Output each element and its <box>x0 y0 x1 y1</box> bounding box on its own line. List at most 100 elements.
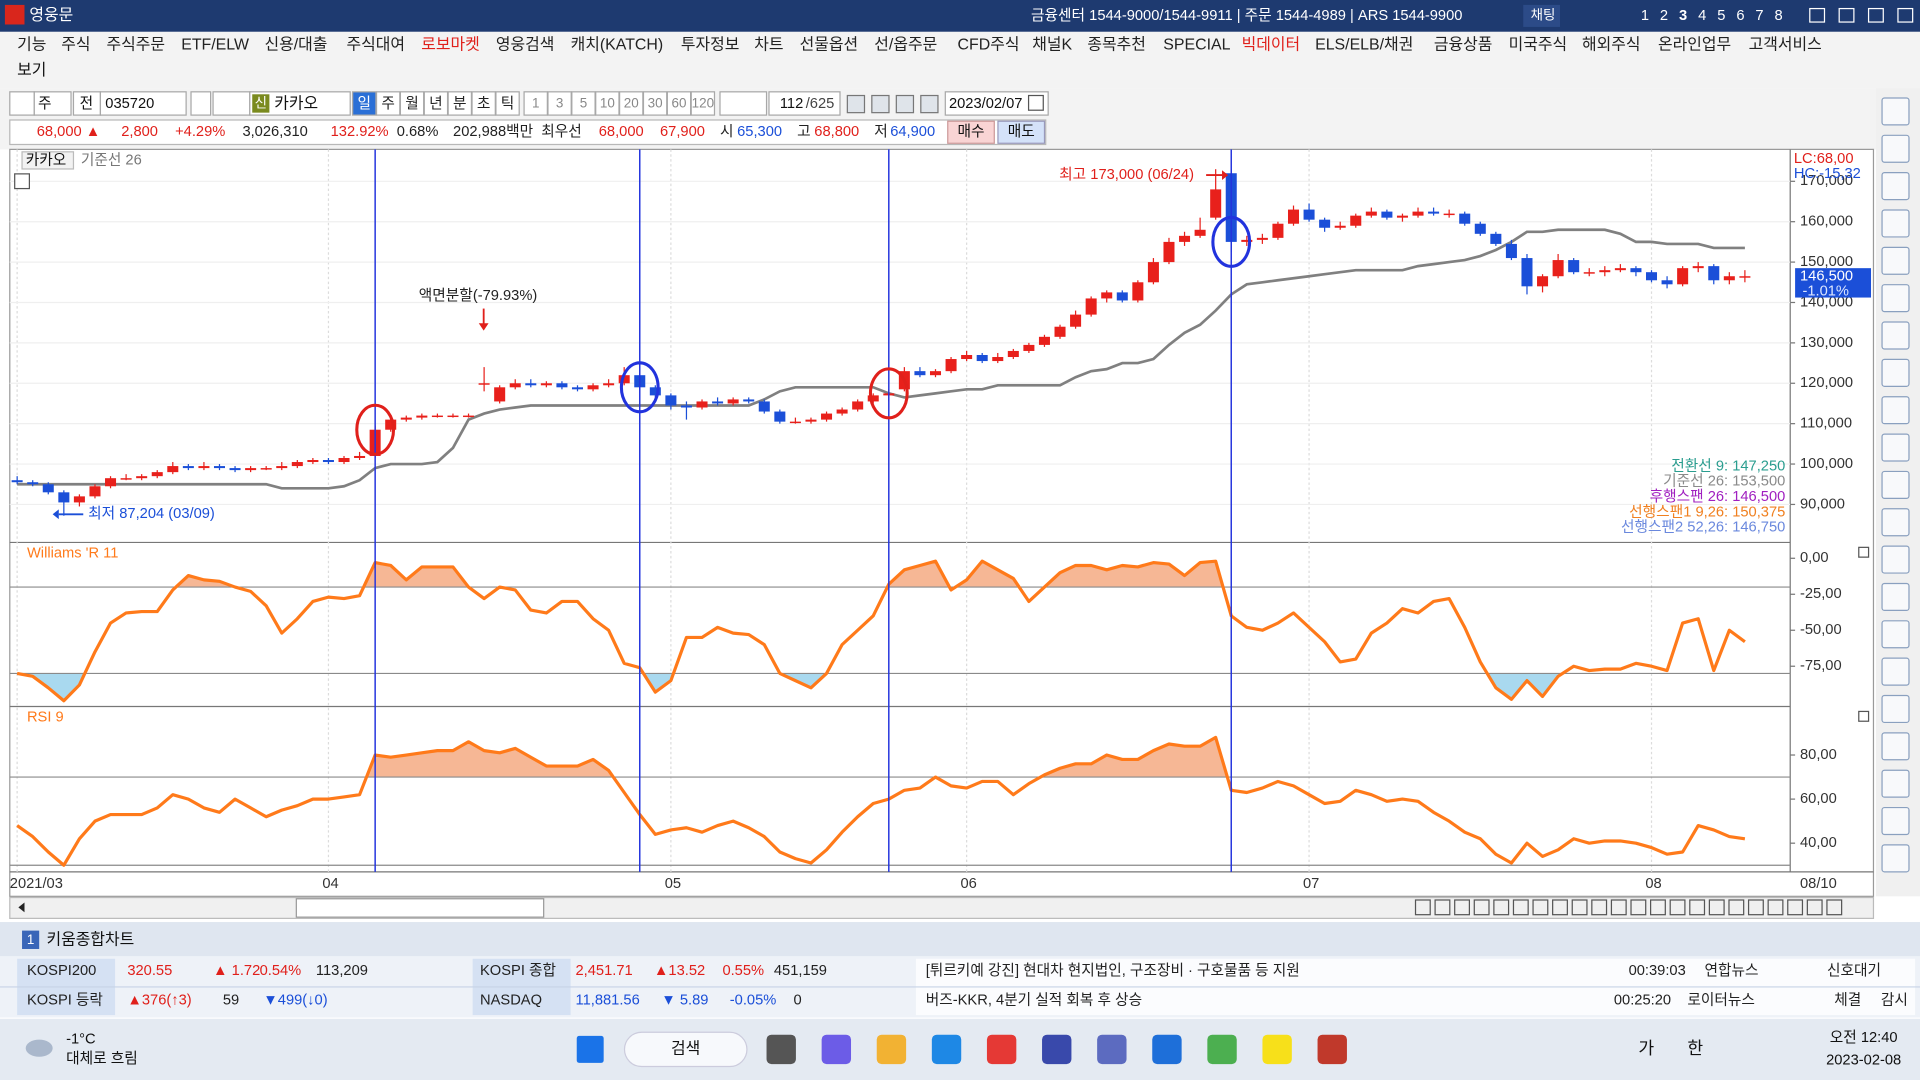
label[interactable]: 5 <box>580 96 587 111</box>
side-tool[interactable] <box>1881 284 1910 313</box>
menu-item[interactable]: 선물옵션 <box>800 36 859 54</box>
label[interactable]: 035720 <box>105 96 154 112</box>
label[interactable]: 1 <box>532 96 539 111</box>
menu-item[interactable]: 선/옵주문 <box>874 36 937 54</box>
menu-item[interactable]: 주식대여 <box>347 36 406 54</box>
side-tool[interactable] <box>1881 657 1910 686</box>
taskbar-app[interactable] <box>1042 1034 1072 1065</box>
chart-tool[interactable] <box>1650 899 1666 916</box>
scroll-thumb[interactable] <box>295 898 545 918</box>
menu-item[interactable]: 투자정보 <box>681 36 740 54</box>
side-tool[interactable] <box>1881 806 1910 836</box>
label[interactable]: 20 <box>624 96 639 111</box>
label[interactable]: 2 <box>1660 8 1668 24</box>
menu-item[interactable]: ELS/ELB/채권 <box>1315 36 1413 54</box>
menu-item[interactable]: 해외주식 <box>1582 36 1641 54</box>
menu-item[interactable]: 미국주식 <box>1509 36 1568 54</box>
chart-tool[interactable] <box>1708 899 1725 916</box>
chart-tool[interactable] <box>1493 899 1510 916</box>
start-button[interactable] <box>576 1035 604 1063</box>
label[interactable]: 120 <box>692 96 714 111</box>
chart-tool[interactable] <box>1689 899 1706 916</box>
taskbar-app[interactable] <box>1262 1034 1292 1065</box>
chart-tool[interactable] <box>1630 899 1647 916</box>
label[interactable]: 7 <box>1755 8 1763 24</box>
taskbar-app[interactable] <box>766 1034 796 1065</box>
label[interactable]: 주 <box>381 96 395 112</box>
chart-tool[interactable] <box>1767 899 1784 916</box>
label[interactable]: 년 <box>429 95 443 112</box>
taskbar-app[interactable] <box>876 1034 907 1065</box>
chart-tool[interactable] <box>1669 899 1686 916</box>
menu-item[interactable]: 신용/대출 <box>264 36 327 54</box>
label[interactable]: 주 <box>38 96 52 112</box>
label[interactable]: 키움종합차트 <box>47 931 135 949</box>
menu-item[interactable]: 주식주문 <box>107 36 166 54</box>
chart-tool[interactable] <box>1787 899 1804 916</box>
menu-item[interactable]: SPECIAL <box>1163 37 1230 54</box>
side-tool[interactable] <box>1881 321 1910 350</box>
taskbar-app[interactable] <box>986 1034 1017 1065</box>
chart-tool[interactable] <box>1747 899 1764 916</box>
label[interactable]: 일 <box>358 95 372 112</box>
side-tool[interactable] <box>1881 470 1910 499</box>
menu-item[interactable]: 기능 <box>17 36 46 54</box>
menu-item[interactable]: 채널K <box>1032 36 1072 54</box>
chart-tool[interactable] <box>1591 899 1608 916</box>
label[interactable]: 분 <box>453 96 467 112</box>
menu-item[interactable]: 빅데이터 <box>1242 36 1301 54</box>
label[interactable]: 3 <box>556 96 563 111</box>
menu-item[interactable]: 종목추천 <box>1087 36 1146 54</box>
chart-tool[interactable] <box>1512 899 1529 916</box>
chart-tool[interactable] <box>1552 899 1568 916</box>
label[interactable]: 3 <box>1679 8 1687 24</box>
label[interactable]: 5 <box>1717 8 1725 24</box>
menu-item[interactable]: 온라인업무 <box>1658 36 1731 54</box>
side-tool[interactable] <box>1881 396 1910 425</box>
label[interactable]: 2023/02/07 <box>949 96 1023 112</box>
side-tool[interactable] <box>1881 694 1910 724</box>
label[interactable]: 매도 <box>1008 123 1035 140</box>
menu-item[interactable]: 영웅검색 <box>496 36 555 54</box>
menu-item[interactable]: 고객서비스 <box>1749 36 1822 54</box>
chart-tool[interactable] <box>1454 899 1470 916</box>
chart-tool[interactable] <box>1434 899 1451 916</box>
chart-tool[interactable] <box>1728 899 1745 916</box>
menu-item[interactable]: ETF/ELW <box>181 37 249 54</box>
taskbar-app[interactable] <box>821 1034 852 1065</box>
menu-item[interactable]: 차트 <box>754 36 783 54</box>
chart-tool[interactable] <box>1826 899 1843 916</box>
side-tool[interactable] <box>1881 358 1910 387</box>
menu-item[interactable]: 주식 <box>61 36 90 54</box>
taskbar-app[interactable] <box>1097 1034 1127 1065</box>
label[interactable]: 10 <box>600 96 615 111</box>
side-tool[interactable] <box>1881 620 1910 649</box>
label[interactable]: 전 <box>80 95 94 112</box>
chart-tool[interactable] <box>1571 899 1588 916</box>
side-tool[interactable] <box>1881 508 1910 537</box>
side-tool[interactable] <box>1881 209 1910 238</box>
side-tool[interactable] <box>1881 433 1910 462</box>
label[interactable]: 매수 <box>958 123 985 140</box>
label[interactable]: 월 <box>405 95 419 112</box>
menu-item[interactable]: 금융상품 <box>1434 36 1493 54</box>
label[interactable]: 4 <box>1698 8 1706 24</box>
chart-tool[interactable] <box>1806 899 1823 916</box>
menu-item[interactable]: 로보마켓 <box>421 36 480 54</box>
taskbar-app[interactable] <box>1207 1034 1237 1065</box>
side-tool[interactable] <box>1881 769 1910 798</box>
side-tool[interactable] <box>1881 582 1910 612</box>
search-box[interactable] <box>623 1031 748 1068</box>
label[interactable]: 1 <box>1641 8 1649 24</box>
menu-item[interactable]: CFD주식 <box>958 36 1020 54</box>
side-tool[interactable] <box>1881 97 1910 126</box>
taskbar-app[interactable] <box>931 1034 962 1065</box>
chart-tool[interactable] <box>1610 899 1627 916</box>
taskbar-app[interactable] <box>1317 1034 1347 1065</box>
side-tool[interactable] <box>1881 134 1910 163</box>
side-tool[interactable] <box>1881 246 1910 275</box>
label[interactable]: 8 <box>1775 8 1783 24</box>
side-tool[interactable] <box>1881 172 1910 201</box>
side-tool[interactable] <box>1881 732 1910 761</box>
label[interactable]: 틱 <box>501 95 515 112</box>
